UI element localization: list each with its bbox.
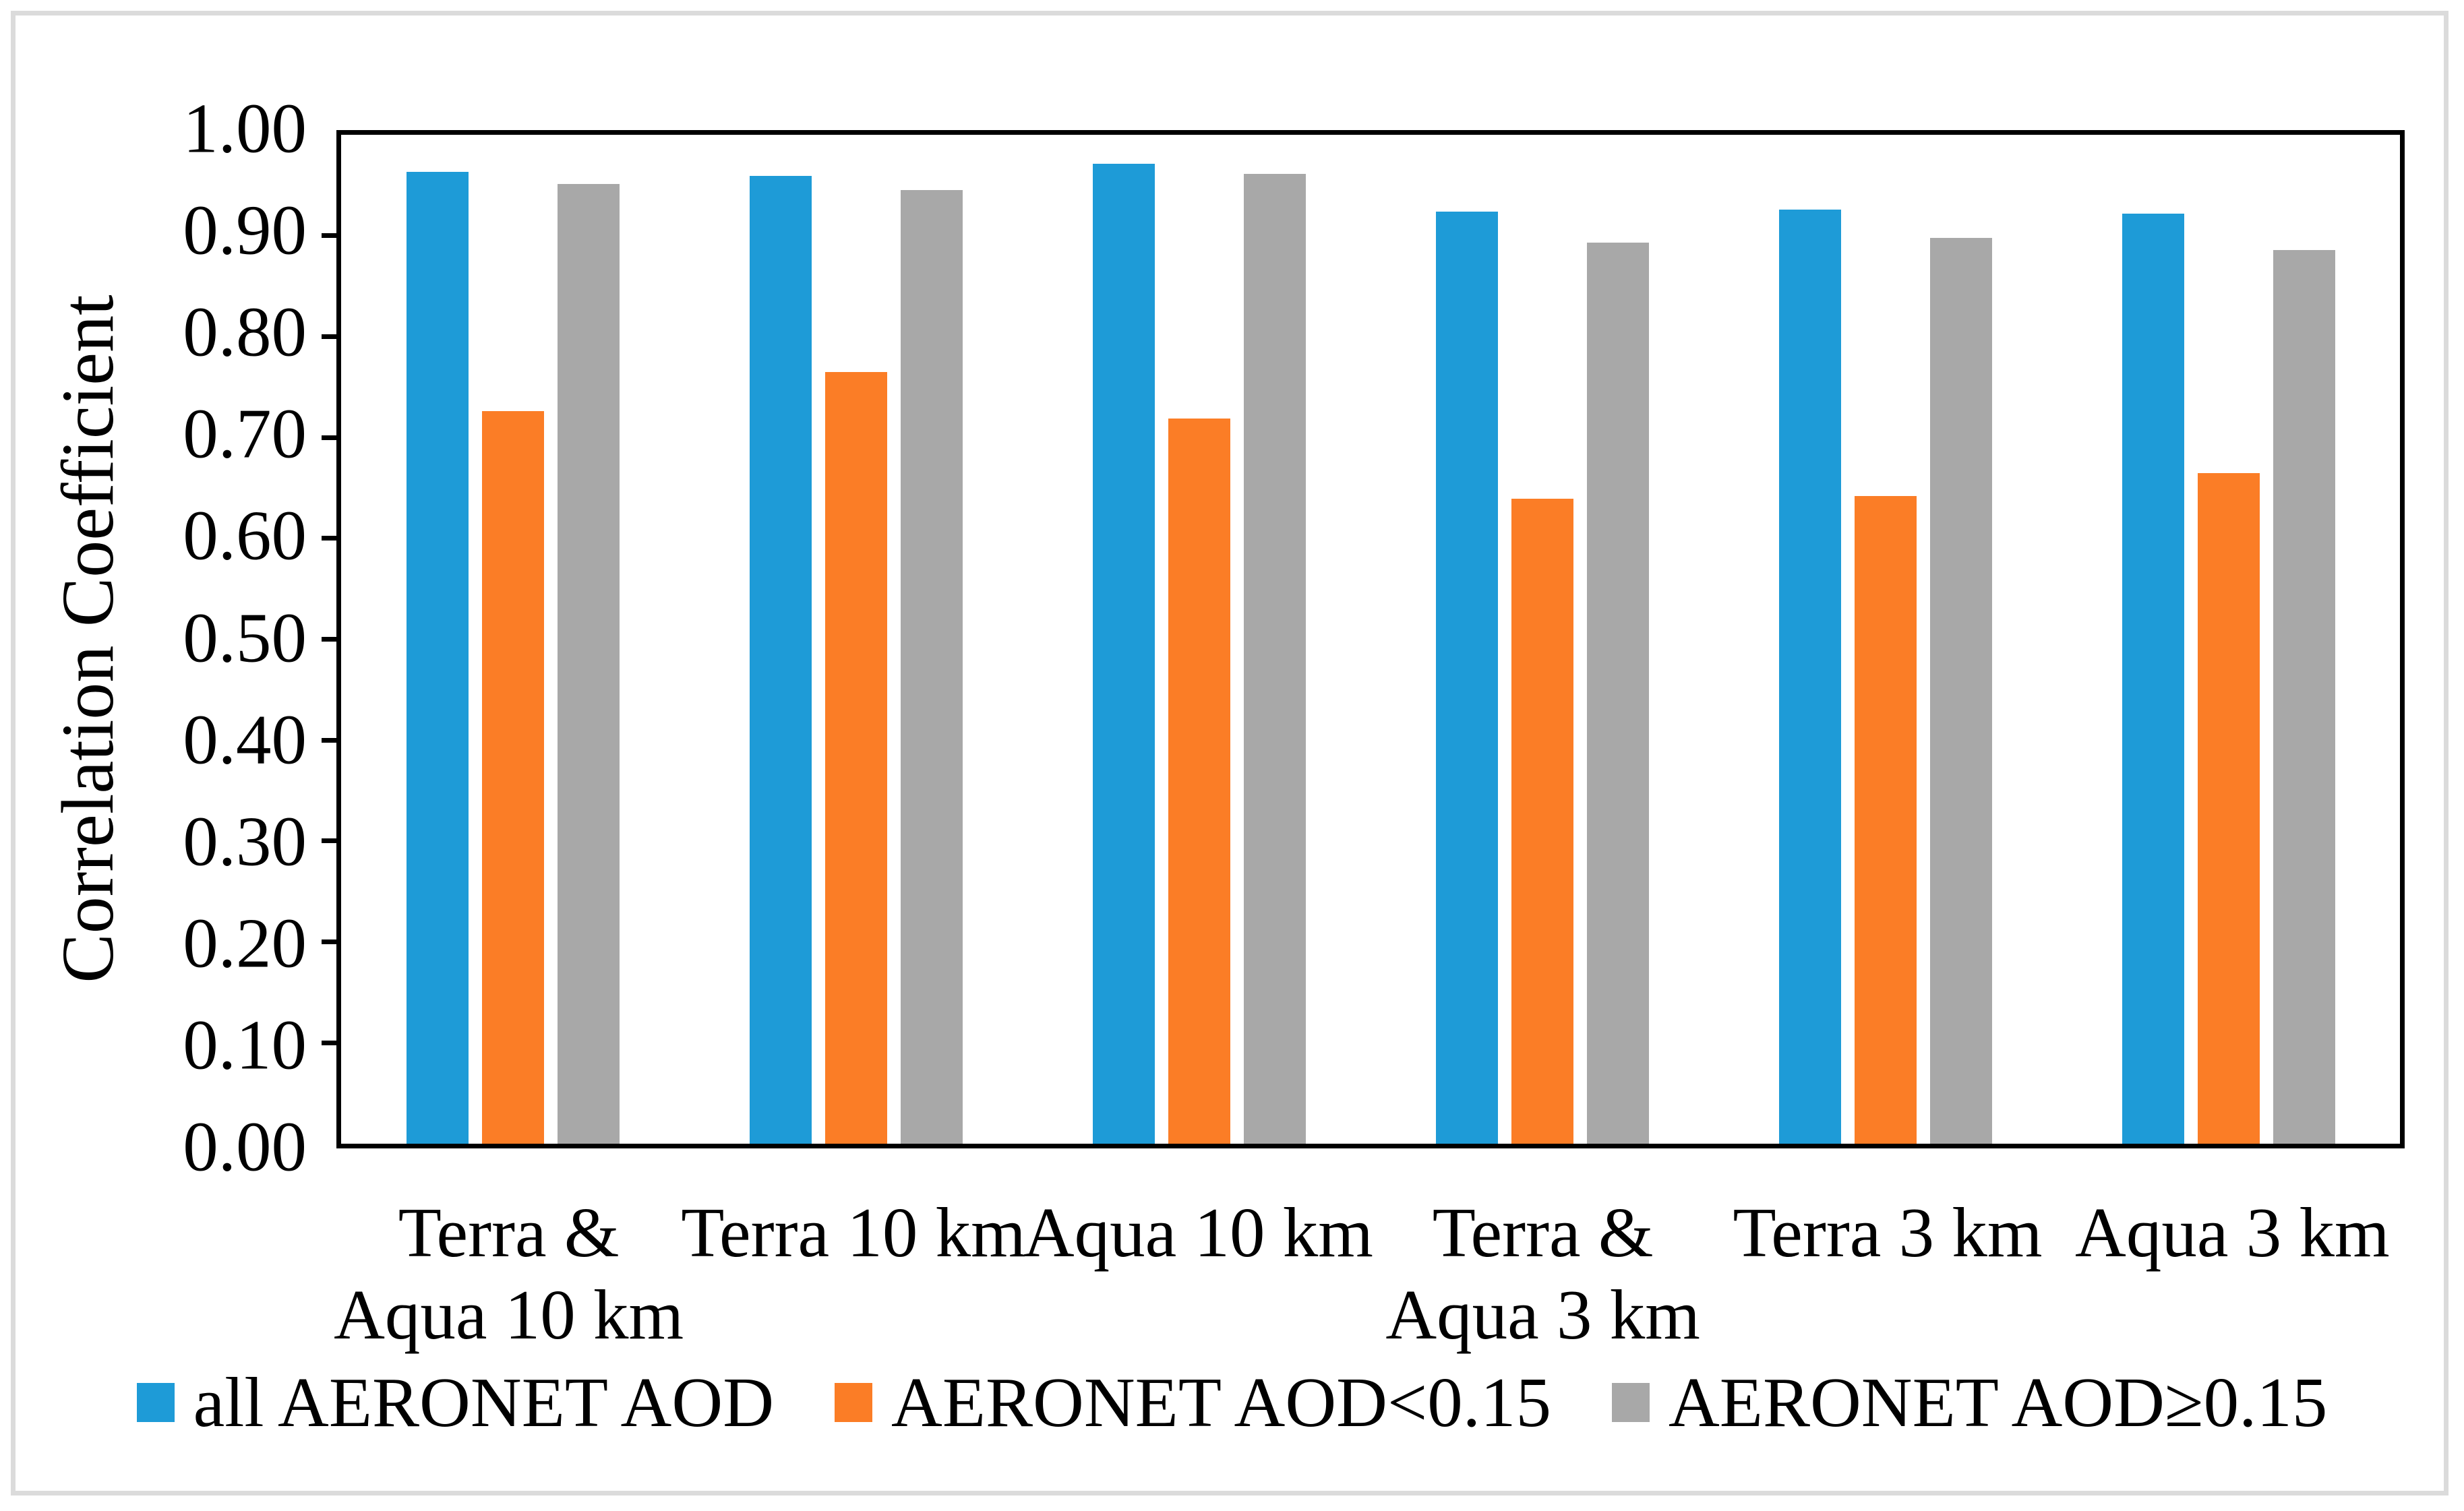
legend: all AERONET AOD AERONET AOD<0.15 AERONET A… bbox=[0, 1367, 2464, 1438]
bar-aeronet-aod-0-15-cat0 bbox=[481, 411, 544, 1144]
y-tick-mark bbox=[322, 536, 336, 541]
y-tick-mark bbox=[322, 334, 336, 339]
x-category-label: Aqua 3 km bbox=[2075, 1193, 2390, 1272]
legend-swatch-icon bbox=[136, 1382, 175, 1422]
y-tick-label: 0.50 bbox=[183, 597, 307, 677]
bar-aeronet-aod-0-15-cat3 bbox=[1586, 243, 1649, 1144]
legend-item: AERONET AOD<0.15 bbox=[835, 1367, 1551, 1438]
x-category-label: Terra 3 km bbox=[1733, 1193, 2043, 1272]
legend-label: AERONET AOD<0.15 bbox=[891, 1363, 1551, 1442]
y-tick-label: 0.30 bbox=[183, 801, 307, 881]
bar-aeronet-aod-0-15-cat5 bbox=[2197, 472, 2260, 1144]
y-tick-label: 0.00 bbox=[183, 1107, 307, 1186]
x-category-label: Aqua 10 km bbox=[1023, 1193, 1373, 1272]
x-category-label: Terra & Aqua 3 km bbox=[1385, 1193, 1700, 1354]
bar-aeronet-aod-0-15-cat4 bbox=[1929, 237, 1992, 1144]
y-tick-label: 0.20 bbox=[183, 903, 307, 983]
x-category-label: Terra & Aqua 10 km bbox=[334, 1193, 684, 1354]
bar-aeronet-aod-0-15-cat1 bbox=[900, 190, 963, 1144]
y-tick-mark bbox=[322, 435, 336, 440]
bar-all-aeronet-aod-cat4 bbox=[1778, 209, 1841, 1144]
y-tick-mark bbox=[322, 939, 336, 945]
legend-label: AERONET AOD≥0.15 bbox=[1668, 1363, 2328, 1442]
bar-all-aeronet-aod-cat0 bbox=[406, 172, 469, 1144]
legend-item: all AERONET AOD bbox=[136, 1363, 775, 1442]
y-tick-label: 0.70 bbox=[183, 394, 307, 473]
bar-aeronet-aod-0-15-cat3 bbox=[1511, 499, 1573, 1144]
bar-all-aeronet-aod-cat1 bbox=[749, 176, 812, 1144]
legend-swatch-icon bbox=[835, 1382, 873, 1422]
x-category-label: Terra 10 km bbox=[681, 1193, 1026, 1272]
legend-label: all AERONET AOD bbox=[193, 1363, 775, 1442]
y-tick-label: 0.40 bbox=[183, 699, 307, 778]
plot-area bbox=[322, 130, 2405, 1148]
y-tick-mark bbox=[322, 233, 336, 239]
bar-aeronet-aod-0-15-cat5 bbox=[2273, 249, 2335, 1144]
bar-all-aeronet-aod-cat3 bbox=[1435, 211, 1498, 1144]
y-tick-label: 0.10 bbox=[183, 1005, 307, 1084]
bar-all-aeronet-aod-cat2 bbox=[1092, 164, 1155, 1144]
bar-aeronet-aod-0-15-cat2 bbox=[1168, 418, 1230, 1144]
y-tick-mark bbox=[322, 737, 336, 743]
bar-all-aeronet-aod-cat5 bbox=[2122, 213, 2184, 1144]
bar-aeronet-aod-0-15-cat1 bbox=[824, 371, 887, 1144]
y-tick-label: 0.60 bbox=[183, 495, 307, 575]
bar-aeronet-aod-0-15-cat4 bbox=[1854, 495, 1917, 1144]
y-tick-mark bbox=[322, 1040, 336, 1045]
legend-item: AERONET AOD≥0.15 bbox=[1611, 1363, 2328, 1442]
legend-swatch-icon bbox=[1611, 1382, 1650, 1422]
y-tick-label: 0.80 bbox=[183, 292, 307, 371]
y-tick-mark bbox=[322, 637, 336, 642]
y-tick-label: 0.90 bbox=[183, 190, 307, 270]
bar-aeronet-aod-0-15-cat0 bbox=[557, 184, 620, 1144]
bar-aeronet-aod-0-15-cat2 bbox=[1243, 174, 1306, 1144]
y-tick-label: 1.00 bbox=[183, 88, 307, 168]
y-tick-mark bbox=[322, 838, 336, 844]
